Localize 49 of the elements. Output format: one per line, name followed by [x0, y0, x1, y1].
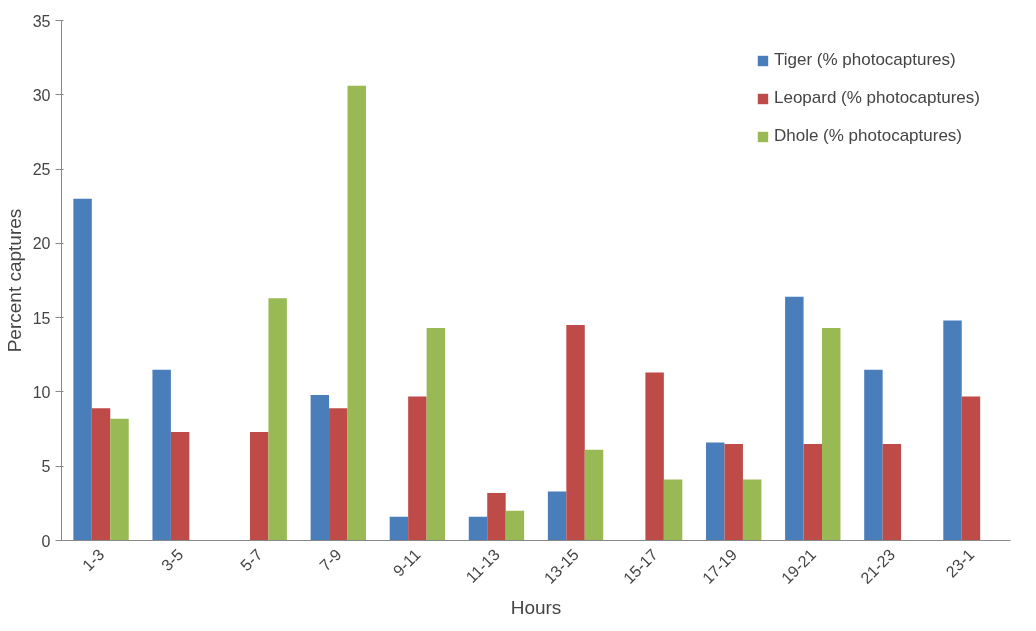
- bar: [645, 372, 664, 541]
- legend-label: Tiger (% photocaptures): [773, 50, 956, 70]
- y-tick-label: 35: [32, 12, 51, 30]
- bar: [785, 296, 804, 541]
- y-tick-label: 0: [41, 532, 51, 550]
- x-tick-label: 3-5: [158, 545, 187, 575]
- x-tick-label: 5-7: [237, 545, 266, 575]
- bar: [961, 396, 981, 541]
- y-tick-label: 20: [32, 235, 51, 253]
- bar: [822, 328, 841, 541]
- bar: [389, 516, 409, 541]
- y-tick-label: 5: [41, 458, 51, 476]
- bar: [882, 443, 902, 541]
- y-tick-label: 30: [32, 86, 51, 104]
- bar: [426, 328, 446, 541]
- bar: [310, 394, 330, 541]
- bar: [584, 449, 604, 541]
- x-tick-label: 7-9: [316, 545, 345, 575]
- bar: [268, 298, 287, 541]
- y-tick-label: 10: [32, 383, 51, 401]
- bar: [724, 443, 743, 541]
- bar: [706, 442, 725, 541]
- y-tick-label: 25: [32, 161, 51, 179]
- x-tick-label: 1-3: [79, 545, 108, 575]
- bar: [487, 492, 506, 541]
- bar: [864, 369, 883, 541]
- bar: [249, 432, 269, 541]
- bar: [663, 479, 683, 541]
- bar: [505, 510, 525, 541]
- x-axis-title: Hours: [510, 596, 562, 618]
- bar: [110, 418, 129, 541]
- y-axis-title: Percent captures: [3, 208, 25, 353]
- bar: [742, 479, 762, 541]
- bar: [329, 408, 348, 541]
- bar: [566, 325, 585, 541]
- bar: [170, 432, 190, 541]
- x-tick-label: 9-11: [389, 545, 424, 580]
- bar: [943, 320, 962, 541]
- bar: [803, 443, 823, 541]
- legend-label: Dhole (% photocaptures): [773, 126, 963, 146]
- legend-label: Leopard (% photocaptures): [773, 88, 980, 108]
- bar: [547, 491, 567, 541]
- y-tick-label: 15: [32, 309, 51, 327]
- bar: [347, 85, 366, 541]
- bar: [408, 396, 427, 541]
- bar: [152, 369, 171, 541]
- bar: [73, 198, 92, 541]
- bar: [468, 516, 488, 541]
- bar: [91, 408, 111, 541]
